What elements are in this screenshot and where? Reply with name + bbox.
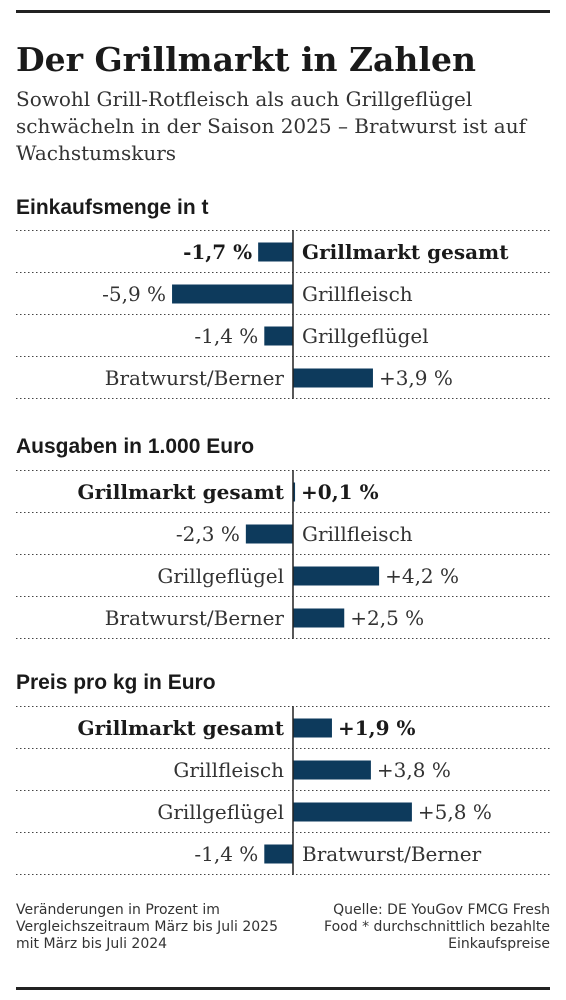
category-label: Grillgeflügel (302, 324, 429, 348)
category-label: Grillmarkt gesamt (78, 480, 285, 504)
category-label: Grillmarkt gesamt (78, 716, 285, 740)
page-subtitle: Sowohl Grill-Rotfleisch als auch Grillge… (16, 87, 527, 165)
category-label: Grillfleisch (173, 758, 284, 782)
category-label: Bratwurst/Berner (105, 366, 285, 390)
value-label: +5,8 % (418, 800, 492, 824)
footnote: Veränderungen in Prozent im Vergleichsze… (16, 902, 278, 952)
value-label: -5,9 % (102, 282, 166, 306)
value-label: -1,4 % (194, 842, 258, 866)
chart-einkaufsmenge: Grillmarkt gesamt -1,7 % Grillfleisch -5,9 … (16, 230, 550, 399)
value-label: -1,7 % (183, 240, 252, 264)
value-label: +1,9 % (338, 716, 416, 740)
bar-grillgeflügel (264, 326, 293, 346)
bar-bratwurst-berner (293, 368, 373, 388)
category-label: Grillfleisch (302, 282, 413, 306)
bottom-rule (16, 987, 550, 990)
category-label: Bratwurst/Berner (302, 842, 482, 866)
chart-ausgaben: Grillmarkt gesamt +0,1 % Grillfleisch -2,3 … (16, 470, 550, 639)
bar-bratwurst-berner (264, 844, 293, 864)
value-label: +2,5 % (350, 606, 424, 630)
bar-grillgeflügel (293, 802, 412, 822)
value-label: -2,3 % (176, 522, 240, 546)
category-label: Grillgeflügel (157, 564, 284, 588)
bar-bratwurst-berner (293, 608, 345, 628)
page-title: Der Grillmarkt in Zahlen (16, 40, 476, 79)
section-title-ausgaben: Ausgaben in 1.000 Euro (16, 435, 255, 458)
value-label: +0,1 % (301, 480, 379, 504)
bar-grillfleisch (245, 524, 293, 544)
chart-svg: Grillmarkt gesamt +1,9 % Grillfleisch +3,8 … (16, 706, 550, 875)
top-rule (16, 10, 550, 13)
value-label: -1,4 % (194, 324, 258, 348)
section-title-preis: Preis pro kg in Euro (16, 671, 216, 694)
category-label: Bratwurst/Berner (105, 606, 285, 630)
category-label: Grillfleisch (302, 522, 413, 546)
bar-grillgeflügel (293, 566, 380, 586)
bar-grillmarkt-gesamt (258, 242, 293, 262)
chart-preis: Grillmarkt gesamt +1,9 % Grillfleisch +3,8 … (16, 706, 550, 875)
chart-svg: Grillmarkt gesamt -1,7 % Grillfleisch -5,9 … (16, 230, 550, 399)
bar-grillmarkt-gesamt (293, 482, 296, 502)
category-label: Grillmarkt gesamt (302, 240, 509, 264)
value-label: +3,9 % (379, 366, 453, 390)
value-label: +3,8 % (377, 758, 451, 782)
bar-grillfleisch (172, 284, 293, 304)
source-note: Quelle: DE YouGov FMCG Fresh Food * durc… (324, 902, 550, 952)
bar-grillfleisch (293, 760, 371, 780)
category-label: Grillgeflügel (157, 800, 284, 824)
bar-grillmarkt-gesamt (293, 718, 332, 738)
section-title-einkaufsmenge: Einkaufsmenge in t (16, 196, 209, 219)
chart-svg: Grillmarkt gesamt +0,1 % Grillfleisch -2,3 … (16, 470, 550, 639)
value-label: +4,2 % (385, 564, 459, 588)
